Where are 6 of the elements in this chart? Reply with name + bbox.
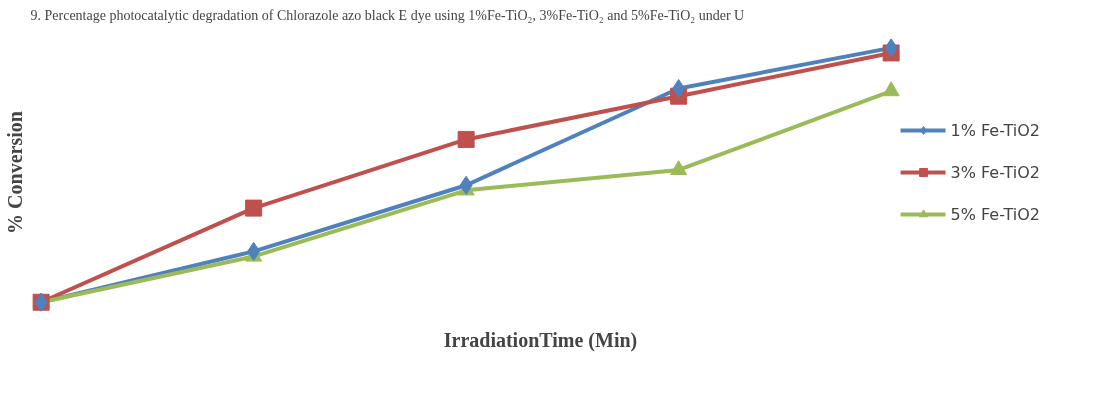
legend-label: 3% Fe-TiO2 (950, 162, 1040, 182)
x-axis-title: IrradiationTime (Min) (443, 328, 638, 352)
legend-label: 5% Fe-TiO2 (950, 204, 1040, 224)
chart-title: 9. Percentage photocatalytic degradation of Chlorazole azo black E dye using 1%Fe-TiO₂, 3%Fe-TiO₂ and 5%Fe-TiO₂ under U (30, 7, 745, 23)
legend-label: 1% Fe-TiO2 (950, 120, 1040, 140)
y-axis-title: % Conversion (3, 111, 26, 234)
